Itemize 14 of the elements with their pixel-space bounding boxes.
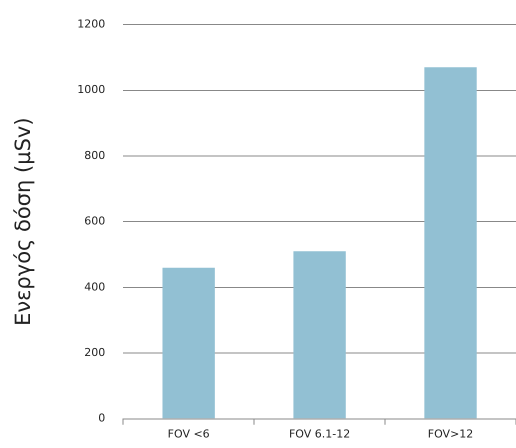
y-axis-title: Ενεργός δόση (μSv) <box>11 117 36 326</box>
x-tick-label: FOV>12 <box>428 427 474 440</box>
x-tick-label: FOV <6 <box>168 427 210 440</box>
y-tick-label: 600 <box>84 214 106 228</box>
y-tick-label: 1200 <box>77 17 106 30</box>
bar <box>424 67 477 418</box>
y-tick-label: 1000 <box>77 83 106 96</box>
bar <box>162 268 215 418</box>
y-tick-label: 800 <box>84 148 106 162</box>
y-tick-label: 200 <box>84 346 106 359</box>
y-tick-label: 0 <box>98 412 106 425</box>
y-tick-label: 400 <box>84 280 106 294</box>
bar <box>293 251 346 418</box>
x-tick-label: FOV 6.1-12 <box>288 427 350 440</box>
